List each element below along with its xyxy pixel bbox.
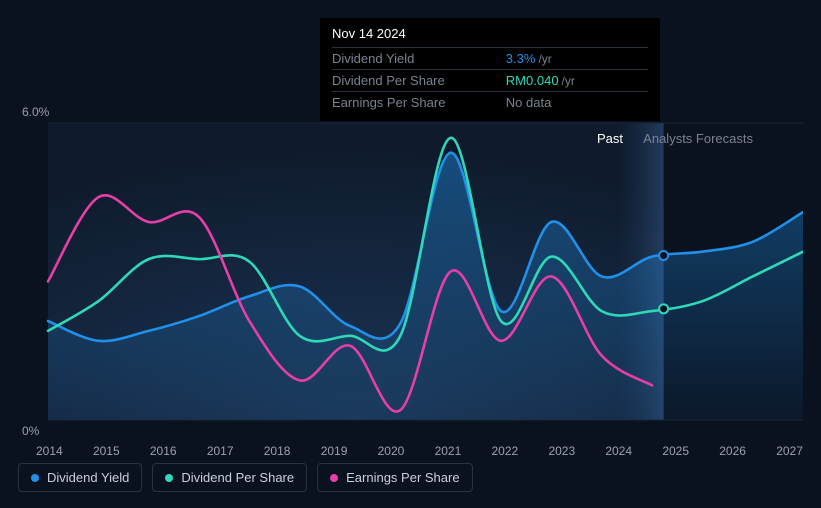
tooltip-value: No data: [506, 95, 552, 110]
chart-svg[interactable]: [18, 105, 803, 438]
tooltip-row: Dividend Per ShareRM0.040/yr: [332, 69, 648, 91]
tooltip-unit: /yr: [538, 52, 551, 66]
tooltip-unit: /yr: [562, 74, 575, 88]
xaxis-tick: 2023: [548, 444, 575, 458]
xaxis-tick: 2014: [36, 444, 63, 458]
xaxis-tick: 2024: [605, 444, 632, 458]
legend-dot: [31, 474, 39, 482]
tooltip-row: Dividend Yield3.3%/yr: [332, 47, 648, 69]
xaxis-tick: 2015: [93, 444, 120, 458]
series-marker: [659, 304, 668, 313]
yaxis-label-top: 6.0%: [22, 105, 49, 119]
xaxis-tick: 2016: [150, 444, 177, 458]
xaxis-tick: 2017: [207, 444, 234, 458]
xaxis-tick: 2021: [435, 444, 462, 458]
region-past-label: Past: [597, 131, 623, 146]
legend-dot: [165, 474, 173, 482]
xaxis-tick: 2026: [719, 444, 746, 458]
legend-dot: [330, 474, 338, 482]
xaxis-tick: 2019: [321, 444, 348, 458]
tooltip-label: Dividend Yield: [332, 51, 506, 66]
tooltip-date: Nov 14 2024: [332, 26, 648, 41]
series-marker: [659, 251, 668, 260]
tooltip-label: Dividend Per Share: [332, 73, 506, 88]
region-forecast-label: Analysts Forecasts: [643, 131, 753, 146]
xaxis-tick: 2022: [492, 444, 519, 458]
tooltip-label: Earnings Per Share: [332, 95, 506, 110]
tooltip-panel: Nov 14 2024 Dividend Yield3.3%/yrDividen…: [320, 18, 660, 121]
yaxis-label-bottom: 0%: [22, 424, 39, 438]
tooltip-row: Earnings Per ShareNo data: [332, 91, 648, 113]
tooltip-value: 3.3%/yr: [506, 51, 552, 66]
xaxis-tick: 2027: [776, 444, 803, 458]
tooltip-value: RM0.040/yr: [506, 73, 575, 88]
xaxis-tick: 2020: [378, 444, 405, 458]
legend: Dividend Yield Dividend Per Share Earnings…: [18, 463, 473, 492]
xaxis-tick: 2025: [662, 444, 689, 458]
legend-item[interactable]: Earnings Per Share: [317, 463, 472, 492]
legend-item[interactable]: Dividend Yield: [18, 463, 142, 492]
legend-item[interactable]: Dividend Per Share: [152, 463, 307, 492]
legend-label: Earnings Per Share: [346, 470, 459, 485]
xaxis-tick: 2018: [264, 444, 291, 458]
xaxis: 2014 2015 2016 2017 2018 2019 2020 2021 2022 2023…: [36, 444, 803, 458]
legend-label: Dividend Per Share: [181, 470, 294, 485]
chart-area: 6.0% 0% Past Analysts Forecasts: [18, 105, 803, 438]
legend-label: Dividend Yield: [47, 470, 129, 485]
